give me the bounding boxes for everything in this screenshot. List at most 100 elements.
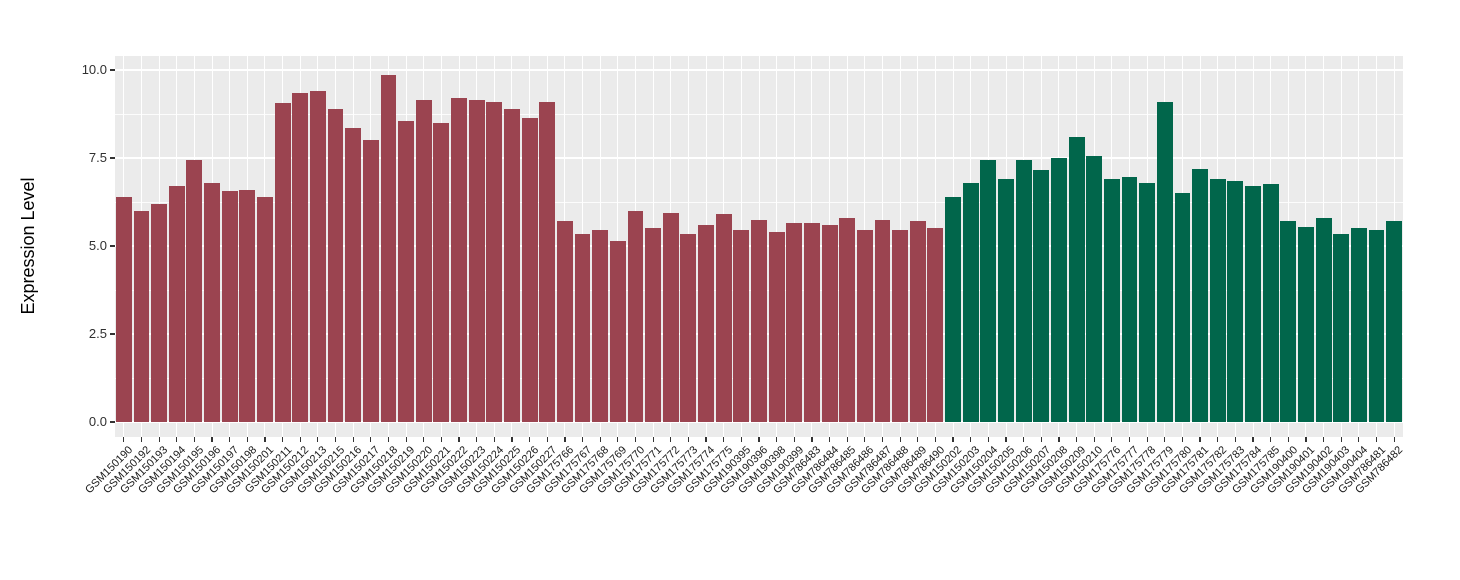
bar-GSM175772 [662, 212, 679, 422]
bar-GSM175781 [1192, 168, 1209, 422]
x-tick [176, 437, 178, 442]
x-tick [899, 437, 901, 442]
x-tick [1393, 437, 1395, 442]
bar-GSM150195 [186, 159, 203, 422]
plot-panel [115, 56, 1403, 437]
x-tick [776, 437, 778, 442]
bar-GSM175768 [592, 230, 609, 422]
x-tick [705, 437, 707, 442]
x-tick [1181, 437, 1184, 442]
x-tick [546, 437, 548, 442]
bar-GSM175784 [1245, 186, 1261, 422]
y-tick [110, 157, 115, 159]
x-tick [405, 437, 407, 442]
x-tick [723, 437, 725, 442]
bar-GSM150217 [362, 140, 379, 422]
bar-GSM150201 [257, 196, 273, 422]
x-tick [846, 437, 848, 442]
x-tick [387, 437, 390, 442]
bar-GSM175771 [645, 228, 662, 422]
x-tick [917, 437, 919, 442]
bar-GSM150194 [168, 186, 185, 422]
bar-GSM150202 [945, 196, 962, 422]
x-tick [1023, 437, 1025, 442]
x-tick [1305, 437, 1307, 442]
x-tick [246, 437, 248, 442]
bar-GSM150207 [1033, 170, 1050, 422]
bar-GSM150215 [327, 108, 344, 422]
x-tick [828, 437, 831, 442]
x-tick [529, 437, 531, 442]
y-axis-title: Expression Level [18, 177, 38, 315]
x-tick [1058, 437, 1060, 442]
bar-GSM175769 [609, 240, 626, 422]
x-tick [1234, 437, 1236, 442]
bar-GSM150216 [345, 128, 362, 422]
x-tick [599, 437, 601, 442]
bar-GSM190396 [751, 219, 767, 422]
bar-GSM150212 [292, 92, 309, 422]
x-tick [1270, 437, 1272, 442]
x-tick [1358, 437, 1360, 442]
x-tick [299, 437, 301, 442]
bar-GSM150192 [133, 210, 150, 422]
bar-GSM150190 [115, 196, 132, 422]
bar-GSM786482 [1386, 221, 1403, 422]
bar-GSM150223 [468, 99, 485, 422]
bar-GSM150218 [380, 75, 397, 422]
x-tick [1075, 437, 1078, 442]
bar-GSM786483 [803, 223, 820, 422]
bar-GSM190402 [1315, 217, 1332, 422]
x-tick [458, 437, 460, 442]
bar-GSM175773 [680, 233, 697, 422]
x-tick [423, 437, 425, 442]
bar-GSM150226 [521, 117, 538, 422]
bar-GSM150208 [1051, 158, 1067, 422]
bar-GSM150211 [274, 103, 291, 422]
x-tick [952, 437, 954, 442]
x-tick [1199, 437, 1201, 442]
bar-GSM190401 [1298, 226, 1314, 422]
x-tick [1111, 437, 1113, 442]
x-tick [493, 437, 495, 442]
x-tick [1005, 437, 1007, 442]
bar-GSM150219 [398, 121, 415, 422]
bar-GSM175770 [627, 210, 644, 422]
bar-GSM175766 [556, 221, 573, 422]
x-tick [211, 437, 213, 442]
x-tick [352, 437, 354, 442]
x-tick [687, 437, 689, 442]
bar-GSM175775 [715, 214, 732, 422]
bar-GSM190403 [1333, 233, 1350, 422]
x-tick [634, 437, 637, 442]
x-tick [440, 437, 442, 442]
bar-GSM786486 [856, 230, 873, 422]
y-tick-label: 7.5 [88, 150, 107, 165]
bar-GSM150204 [980, 159, 997, 422]
bar-GSM150222 [451, 98, 467, 422]
x-tick [229, 437, 231, 442]
x-tick [1375, 437, 1378, 442]
y-tick [110, 333, 115, 335]
x-tick [987, 437, 989, 442]
x-tick [564, 437, 566, 442]
x-tick [581, 437, 584, 442]
x-tick [1164, 437, 1166, 442]
bar-GSM786484 [821, 224, 838, 422]
x-tick [758, 437, 760, 442]
x-tick [670, 437, 672, 442]
bar-GSM190398 [768, 231, 785, 422]
y-tick [110, 69, 115, 71]
bar-GSM190404 [1350, 228, 1367, 422]
x-tick [1146, 437, 1148, 442]
bar-GSM175785 [1262, 184, 1279, 422]
bar-GSM150206 [1015, 159, 1032, 422]
bar-GSM175783 [1227, 180, 1244, 422]
bar-GSM786485 [839, 217, 856, 422]
x-tick [864, 437, 866, 442]
bar-GSM150209 [1068, 136, 1085, 422]
bar-GSM150197 [221, 191, 238, 422]
bar-GSM786487 [874, 219, 891, 422]
bar-GSM150220 [415, 99, 432, 422]
x-tick [511, 437, 513, 442]
